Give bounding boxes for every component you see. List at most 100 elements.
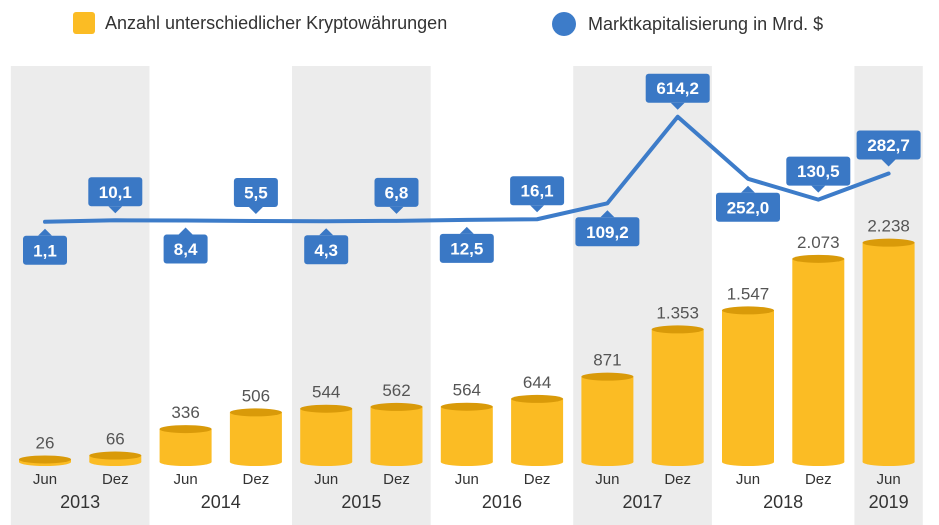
bar-base	[792, 458, 845, 466]
market-cap-callout: 10,1	[88, 177, 143, 214]
market-cap-callout: 614,2	[645, 73, 710, 110]
bar-top	[19, 455, 71, 464]
year-label-2016: 2016	[482, 492, 522, 512]
bar-base	[440, 458, 493, 466]
bars	[19, 238, 915, 466]
market-cap-callout: 16,1	[510, 176, 565, 213]
year-band-2013	[10, 66, 150, 525]
bar	[862, 242, 915, 462]
market-cap-callout: 8,4	[163, 227, 208, 264]
market-cap-callout: 282,7	[856, 130, 921, 167]
month-tick-label: Dez	[664, 471, 691, 488]
bar-base	[370, 458, 423, 466]
market-cap-value-label: 109,2	[586, 223, 629, 242]
bar	[722, 310, 774, 462]
bar-value-label: 66	[106, 430, 125, 449]
callout-pointer	[108, 206, 123, 214]
bar-top	[722, 306, 774, 315]
month-tick-label: Dez	[102, 471, 129, 488]
month-tick-label: Dez	[524, 471, 551, 488]
year-label-2013: 2013	[60, 492, 100, 512]
legend-item-bars: Anzahl unterschiedlicher Kryptowährungen	[73, 12, 447, 34]
callout-pointer	[741, 185, 755, 193]
callout-box	[439, 233, 494, 263]
legend-dot-line	[552, 12, 576, 36]
legend-label-bars: Anzahl unterschiedlicher Kryptowährungen	[105, 12, 448, 33]
bar-top	[511, 394, 564, 403]
callout-pointer	[459, 226, 474, 234]
market-cap-value-label: 130,5	[797, 162, 840, 181]
month-tick-label: Jun	[174, 471, 198, 488]
market-cap-callout: 1,1	[23, 228, 67, 265]
callout-box	[304, 235, 349, 265]
bar	[511, 398, 564, 462]
callout-box	[88, 177, 143, 207]
market-cap-value-label: 252,0	[727, 198, 770, 217]
callout-pointer	[389, 206, 404, 214]
market-cap-value-label: 1,1	[33, 241, 57, 260]
bar-top	[300, 404, 353, 413]
bar-top	[229, 408, 282, 417]
month-tick-label: Jun	[595, 471, 619, 488]
market-cap-value-label: 10,1	[99, 183, 132, 202]
bar-base	[722, 458, 774, 466]
year-label-2019: 2019	[869, 492, 909, 512]
bar	[159, 429, 212, 462]
market-cap-line	[43, 114, 891, 224]
month-tick-label: Jun	[736, 471, 760, 488]
bar-top	[651, 325, 704, 334]
market-cap-series-line	[43, 114, 891, 224]
market-cap-value-label: 12,5	[450, 239, 483, 258]
month-tick-label: Jun	[455, 471, 479, 488]
market-cap-value-label: 5,5	[244, 184, 268, 203]
month-tick-label: Jun	[314, 471, 338, 488]
market-cap-callout: 252,0	[716, 185, 780, 222]
market-cap-callout: 109,2	[575, 210, 640, 247]
callout-pointer	[178, 227, 193, 235]
x-axis: Jun Dez Jun Dez Jun Dez Jun Dez Jun Dez Jun Dez Jun2…	[33, 471, 909, 512]
callout-box	[233, 178, 278, 208]
bar-top	[862, 238, 915, 247]
callout-pointer	[881, 159, 896, 167]
legend: Anzahl unterschiedlicher Kryptowährungen…	[0, 12, 939, 46]
year-label-2014: 2014	[201, 492, 241, 512]
bar-value-labels: 26 66 336 506 544 562 564 644 871 1.353 1.547 2.073…	[36, 217, 910, 453]
bar-value-label: 506	[242, 386, 270, 405]
bar	[370, 406, 423, 462]
bar-value-label: 871	[593, 351, 621, 370]
callout-pointer	[600, 210, 615, 218]
bar-value-label: 2.073	[797, 233, 840, 252]
bar-base	[651, 458, 704, 466]
callout-box	[23, 235, 67, 265]
month-tick-label: Jun	[877, 471, 901, 488]
callout-box	[856, 130, 921, 160]
bar-top	[581, 372, 634, 381]
bar-base	[89, 458, 142, 466]
year-label-2017: 2017	[623, 492, 663, 512]
bar-base	[862, 458, 915, 466]
bar-value-label: 564	[453, 381, 481, 400]
bar-value-label: 562	[382, 381, 410, 400]
bar-value-label: 544	[312, 383, 340, 402]
bar-top	[792, 254, 845, 263]
bar	[651, 329, 704, 462]
market-cap-labels: 1,1 10,1 8,4 5,5 4,3 6,8 12,5 16,1 109,2 614,2 252…	[23, 73, 921, 265]
bar-value-label: 644	[523, 373, 551, 392]
month-tick-label: Jun	[33, 471, 57, 488]
legend-item-line: Marktkapitalisierung in Mrd. $	[552, 12, 823, 36]
year-label-2015: 2015	[341, 492, 381, 512]
callout-box	[716, 192, 780, 222]
month-tick-label: Dez	[383, 471, 410, 488]
bar-top	[159, 425, 212, 434]
bar-value-label: 336	[171, 403, 199, 422]
callout-box	[786, 156, 851, 186]
callout-box	[645, 73, 710, 103]
bar-base	[581, 458, 634, 466]
bar-base	[511, 458, 564, 466]
bar-value-label: 2.238	[867, 217, 910, 236]
month-tick-label: Dez	[243, 471, 270, 488]
callout-pointer	[530, 205, 545, 213]
callout-box	[575, 217, 640, 247]
market-cap-value-label: 4,3	[314, 241, 338, 260]
